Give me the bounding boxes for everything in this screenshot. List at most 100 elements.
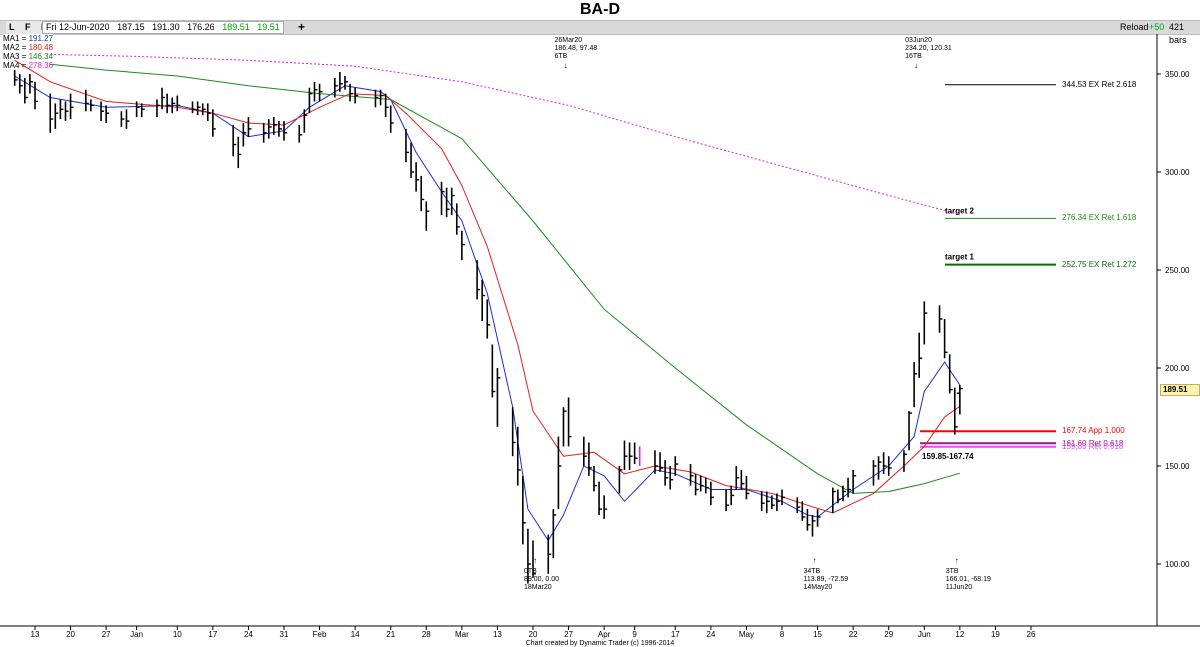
moving-averages [14,53,961,542]
price-bar [486,299,491,339]
price-bar [461,230,465,261]
price-bar [64,101,69,122]
ma1-name: MA1 = [3,34,27,43]
price-bar [313,81,318,102]
target-label: 252.75 EX Ret 1.272 [1062,260,1137,269]
price-bar [379,89,384,106]
x-tick-label: 15 [813,630,822,639]
x-tick-label: 29 [884,630,893,639]
swing-label-line: 34TB [803,568,820,575]
target-label: 167.74 App 1.000 [1062,426,1125,435]
swing-label-line: 11Jun20 [946,584,972,591]
price-bar [18,74,23,94]
x-tick-label: 28 [422,630,431,639]
price-bar [674,456,679,476]
price-bar [735,466,740,490]
price-bar [29,74,33,94]
price-bar [24,77,28,104]
price-bar [262,123,267,143]
target-label: 161.60 Ret 0.618 [1062,439,1124,448]
price-bar [298,124,303,143]
target-annotation: target 1 [945,253,974,262]
price-bar [405,128,409,163]
price-bar [527,528,531,584]
price-bar [278,121,282,137]
swing-label-line: 113.89, -72.59 [803,576,848,583]
swing-label-line: 6TB [554,53,567,60]
price-bar [349,83,354,102]
price-bar [237,136,242,169]
price-bar [801,501,806,521]
x-tick-label: 19 [991,630,1000,639]
x-tick-label: 31 [280,630,289,639]
price-bar [273,117,277,135]
price-bar [120,111,125,127]
price-bar [903,450,907,472]
step-button[interactable]: +50 [1149,22,1165,32]
x-tick-label: 24 [706,630,715,639]
price-chart[interactable]: 344.53 EX Ret 2.618 276.34 EX Ret 1.618 25… [0,34,1200,640]
price-bar [872,460,877,486]
swing-arrow: ↑ [955,556,959,565]
price-bar [918,332,923,378]
swing-label-line: 234.20, 120.31 [905,45,952,52]
price-bar [140,103,145,118]
target-label: 344.53 EX Ret 2.618 [1062,80,1137,89]
price-bar [201,103,206,116]
price-bar [557,436,562,510]
price-bar [583,436,587,466]
price-bar [948,354,953,394]
add-chart-button[interactable]: + [298,20,306,34]
price-bar [232,124,237,157]
y-tick-label: 150.00 [1165,462,1190,471]
x-tick-label: 21 [386,630,395,639]
chart-footer: Chart created by Dynamic Trader (c) 1996… [525,640,675,647]
price-bar [618,466,623,494]
x-tick-label: 20 [66,630,75,639]
ma1-label: MA1 = 191.27 [3,34,54,43]
price-bar [664,460,669,486]
price-bar [354,87,359,104]
reload-button[interactable]: Reload [1120,22,1149,32]
price-bar [455,203,460,235]
swing-label-line: 186.48, 97.48 [554,45,597,52]
price-bar [877,456,882,480]
price-bar [689,464,694,486]
mode-f-button[interactable]: F [25,22,35,32]
price-bar [247,117,252,137]
price-bar [633,442,638,465]
price-bar [171,97,176,114]
target-levels: 344.53 EX Ret 2.618 276.34 EX Ret 1.618 25… [920,80,1137,461]
price-bar [765,491,770,514]
price-bar [135,101,140,118]
bar-date: Fri 12-Jun-2020 [46,22,110,32]
price-bar [161,87,166,110]
x-tick-label: 24 [244,630,253,639]
price-bar [852,469,857,494]
ma4-label: MA4 = 278.36 [3,61,54,70]
ma4-value: 278.36 [28,61,54,70]
price-bar [562,407,567,447]
ma2-label: MA2 = 180.48 [3,43,54,52]
target-label: 159.85 Ret 0.618 [1062,442,1124,451]
chart-toolbar: L F R Fri 12-Jun-2020 187.15 191.30 176.… [0,20,1200,45]
price-bar [34,81,38,110]
price-bar [796,497,801,514]
swing-label-line: 18Mar20 [524,584,552,591]
x-tick-label: 14 [351,630,360,639]
price-bar [339,72,343,92]
price-bar [882,452,887,474]
target-label: 276.34 EX Ret 1.618 [1062,213,1137,222]
price-bar [267,119,272,139]
x-tick-label: 27 [102,630,111,639]
bar-change: 19.51 [257,22,280,32]
x-tick-label: 27 [564,630,573,639]
price-bar [242,123,247,147]
price-bar [476,260,481,300]
mode-l-button[interactable]: L [9,22,19,32]
swing-label-line: 0TB [524,568,537,575]
price-bar [516,426,521,486]
